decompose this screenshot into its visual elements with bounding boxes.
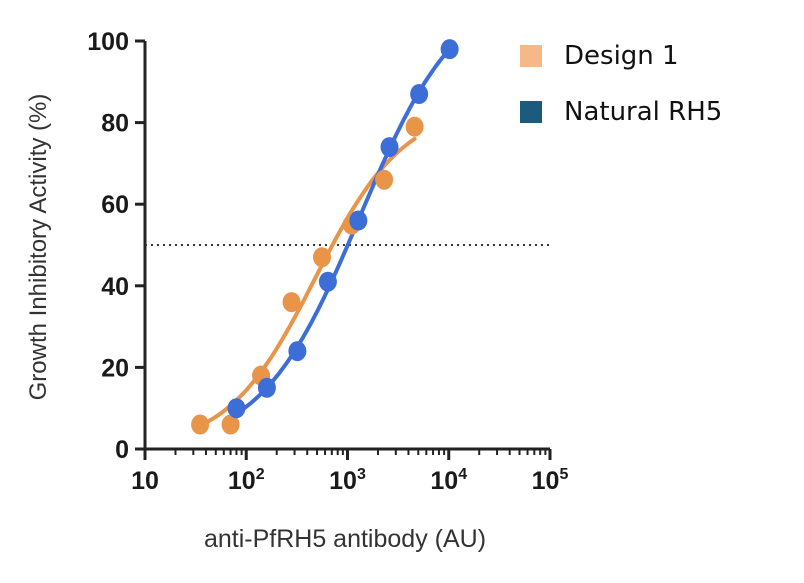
data-point-0-7 (405, 116, 424, 137)
y-tick-label: 60 (101, 191, 129, 219)
y-axis-title: Growth Inhibitory Activity (%) (25, 94, 52, 401)
legend: Design 1 Natural RH5 (520, 28, 722, 140)
x-tick-label: 103 (329, 466, 366, 495)
data-point-0-4 (313, 247, 332, 268)
legend-swatch-design-1 (520, 45, 542, 67)
y-tick-label: 20 (101, 354, 129, 382)
tick-labels: 0 20 40 60 80 100 10 102 103 104 105 (87, 28, 568, 495)
data-point-1-2 (288, 341, 307, 362)
data-points (191, 39, 459, 435)
x-axis-title: anti-PfRH5 antibody (AU) (204, 525, 486, 553)
data-point-0-1 (221, 414, 240, 435)
data-point-0-3 (282, 292, 301, 313)
y-tick-label: 100 (87, 28, 129, 56)
y-tick-label: 80 (101, 110, 129, 138)
legend-item-design-1: Design 1 (520, 28, 722, 84)
x-tick-label: 104 (430, 466, 467, 495)
data-point-1-7 (440, 39, 459, 60)
data-point-1-5 (380, 137, 399, 158)
data-point-1-0 (227, 398, 246, 419)
x-tick-label: 102 (228, 466, 265, 495)
y-tick-label: 0 (115, 436, 129, 464)
fit-curves (198, 47, 452, 428)
data-point-1-4 (349, 210, 368, 231)
legend-label-natural-rh5: Natural RH5 (564, 97, 723, 127)
legend-label-design-1: Design 1 (564, 41, 679, 71)
data-point-0-6 (375, 169, 394, 190)
legend-item-natural-rh5: Natural RH5 (520, 84, 722, 140)
x-tick-label: 10 (131, 467, 159, 495)
data-point-1-6 (410, 84, 429, 105)
data-point-1-1 (257, 377, 276, 398)
data-point-0-0 (191, 414, 210, 435)
legend-swatch-natural-rh5 (520, 101, 542, 123)
x-tick-label: 105 (532, 466, 569, 495)
data-point-1-3 (318, 271, 337, 292)
y-tick-label: 40 (101, 273, 129, 301)
axes (135, 39, 552, 460)
